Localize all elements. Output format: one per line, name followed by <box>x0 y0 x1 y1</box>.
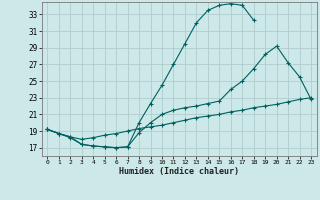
X-axis label: Humidex (Indice chaleur): Humidex (Indice chaleur) <box>119 167 239 176</box>
